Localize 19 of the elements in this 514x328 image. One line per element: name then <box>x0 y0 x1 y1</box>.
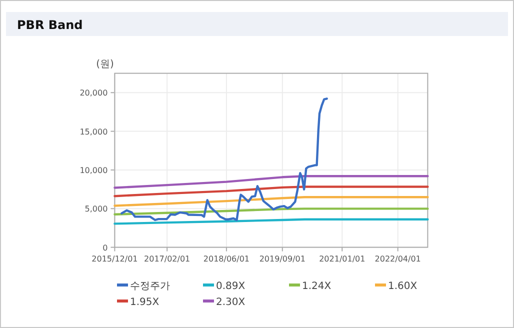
x-tick-label: 2015/12/01 <box>92 254 138 264</box>
y-tick-label: 10,000 <box>80 166 108 175</box>
x-tick-label: 2018/06/01 <box>203 254 250 264</box>
y-tick-label: 20,000 <box>80 88 108 98</box>
x-tick-label: 2022/04/01 <box>374 254 421 264</box>
legend-label: 2.30X <box>216 297 246 308</box>
chart-title: PBR Band <box>17 18 83 32</box>
legend-label: 0.89X <box>216 281 246 292</box>
y-tick-label: 15,000 <box>80 127 108 136</box>
y-tick-label: 5,000 <box>84 204 108 214</box>
legend-label: 1.24X <box>302 281 332 292</box>
x-tick-label: 2019/09/01 <box>259 254 306 264</box>
legend-label: 수정주가 <box>130 281 170 292</box>
legend-label: 1.60X <box>388 281 418 292</box>
x-tick-label: 2017/02/01 <box>144 254 190 264</box>
legend-label: 1.95X <box>130 297 160 308</box>
y-tick-label: 0 <box>102 243 108 252</box>
x-tick-label: 2021/01/01 <box>319 254 366 264</box>
y-axis-title: (원) <box>96 59 114 70</box>
